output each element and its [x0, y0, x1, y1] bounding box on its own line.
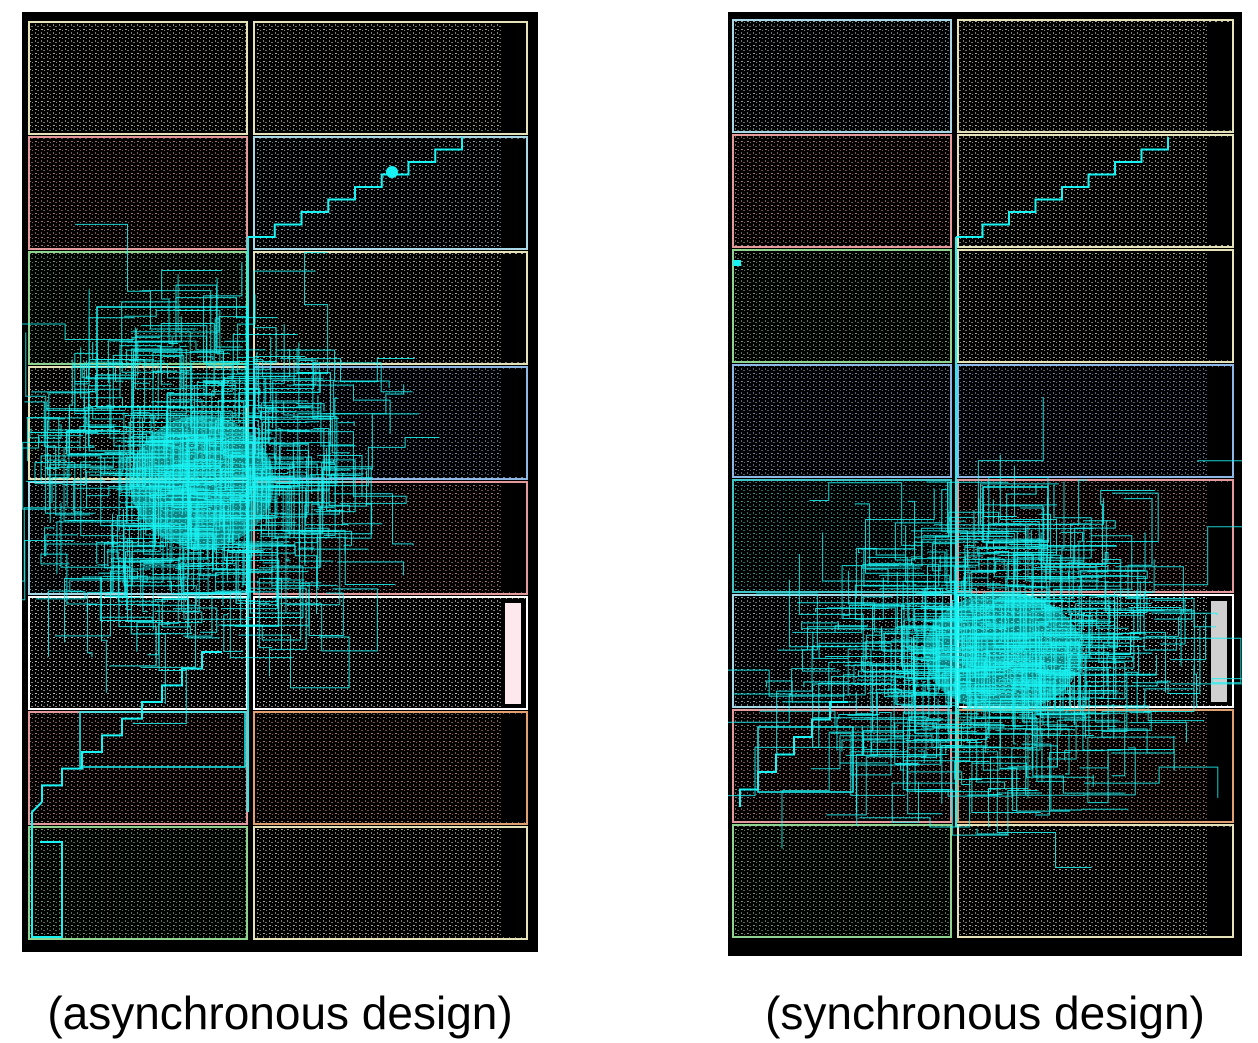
- clock-region: [254, 827, 527, 939]
- clock-region: [254, 22, 527, 134]
- clock-region-border: [732, 19, 952, 133]
- routing-node: [386, 166, 398, 178]
- io-column: [1209, 22, 1231, 130]
- io-column: [1209, 137, 1231, 245]
- io-column: [1209, 827, 1231, 935]
- clock-region-border: [957, 824, 1234, 938]
- clock-region-border: [732, 824, 952, 938]
- routing-box: [757, 726, 854, 793]
- io-column: [503, 254, 525, 362]
- region-marker: [505, 603, 521, 704]
- clock-region: [958, 20, 1233, 132]
- sync-floorplan: [728, 12, 1242, 956]
- routing-path: [956, 137, 1169, 238]
- clock-region: [733, 365, 951, 477]
- routing-node: [733, 260, 741, 266]
- clock-region-border: [732, 364, 952, 478]
- clock-region: [254, 712, 527, 824]
- region-marker: [1211, 601, 1227, 702]
- io-column: [503, 24, 525, 132]
- io-column: [503, 139, 525, 247]
- clock-region-border: [253, 826, 528, 940]
- sync-floorplan-image: [728, 12, 1242, 956]
- io-column: [1209, 712, 1231, 820]
- clock-region: [733, 20, 951, 132]
- clock-region: [733, 250, 951, 362]
- clock-region: [958, 250, 1233, 362]
- io-column: [503, 714, 525, 822]
- routing-box: [79, 711, 246, 768]
- clock-region-border: [957, 249, 1234, 363]
- routing-core: [130, 416, 274, 548]
- clock-region: [254, 137, 527, 249]
- routing-cluster: [22, 223, 440, 724]
- io-column: [1209, 367, 1231, 475]
- clock-region-border: [253, 481, 528, 595]
- routing-path: [248, 137, 463, 238]
- io-column: [1209, 252, 1231, 360]
- clock-region-border: [732, 709, 952, 823]
- clock-region-border: [28, 826, 248, 940]
- clock-region: [29, 827, 247, 939]
- clock-region-border: [957, 364, 1234, 478]
- routing-path: [31, 801, 63, 938]
- clock-region: [958, 825, 1233, 937]
- clock-region-border: [253, 21, 528, 135]
- clock-region: [29, 22, 247, 134]
- sync-caption: (synchronous design): [765, 987, 1205, 1039]
- clock-region-border: [732, 249, 952, 363]
- clock-region-border: [28, 136, 248, 250]
- clock-region-border: [253, 711, 528, 825]
- clock-region-border: [253, 596, 528, 710]
- routing-core: [924, 592, 1082, 712]
- clock-region: [733, 825, 951, 937]
- clock-region-border: [253, 136, 528, 250]
- io-column: [503, 484, 525, 592]
- async-caption: (asynchronous design): [47, 987, 513, 1039]
- clock-region-border: [957, 19, 1234, 133]
- clock-region-border: [732, 134, 952, 248]
- routing-box: [982, 486, 1049, 543]
- routing-path: [41, 651, 222, 802]
- io-column: [1209, 482, 1231, 590]
- io-column: [503, 829, 525, 937]
- clock-region: [958, 365, 1233, 477]
- clock-region: [254, 597, 527, 709]
- routing-box: [96, 306, 248, 408]
- async-floorplan: [22, 12, 538, 952]
- async-floorplan-image: [22, 12, 538, 952]
- clock-region: [254, 252, 527, 364]
- clock-region: [29, 137, 247, 249]
- clock-region: [958, 135, 1233, 247]
- clock-region-border: [28, 21, 248, 135]
- clock-region-border: [957, 134, 1234, 248]
- clock-region: [733, 135, 951, 247]
- routing-cluster: [728, 397, 1242, 869]
- io-column: [503, 369, 525, 477]
